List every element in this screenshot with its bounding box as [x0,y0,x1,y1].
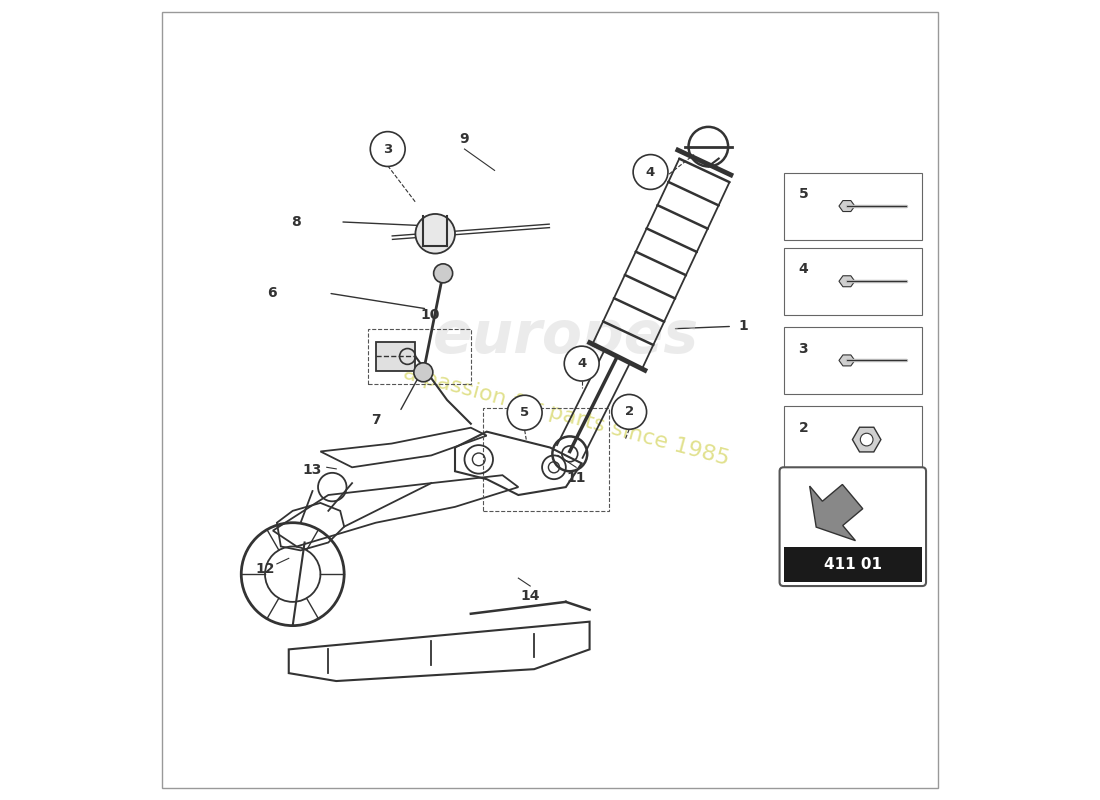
Text: 1: 1 [738,319,748,334]
FancyBboxPatch shape [780,467,926,586]
Polygon shape [839,276,855,286]
Circle shape [371,132,405,166]
Text: a passion for parts since 1985: a passion for parts since 1985 [400,362,732,469]
Circle shape [860,434,873,446]
Text: 411 01: 411 01 [824,557,882,572]
Circle shape [634,154,668,190]
Text: 8: 8 [290,215,300,229]
Text: 11: 11 [566,470,586,485]
Text: 4: 4 [799,262,808,276]
Text: 2: 2 [625,406,634,418]
Text: 3: 3 [383,142,393,155]
Circle shape [433,264,452,283]
FancyBboxPatch shape [783,406,922,474]
Circle shape [414,362,432,382]
FancyBboxPatch shape [783,248,922,315]
FancyBboxPatch shape [376,342,416,370]
Text: 12: 12 [255,562,275,576]
Circle shape [507,395,542,430]
Text: 9: 9 [460,132,470,146]
Text: 7: 7 [371,413,381,426]
Circle shape [564,346,600,381]
Polygon shape [839,355,855,366]
Polygon shape [839,201,855,211]
Text: 4: 4 [578,357,586,370]
Circle shape [612,394,647,430]
FancyBboxPatch shape [783,327,922,394]
Text: 2: 2 [799,421,808,434]
Text: 5: 5 [799,187,808,201]
FancyBboxPatch shape [783,173,922,240]
Text: europes: europes [432,308,698,365]
Text: 3: 3 [799,342,808,355]
Text: 10: 10 [420,308,439,322]
FancyBboxPatch shape [783,546,922,582]
Text: 14: 14 [520,589,540,602]
Text: 6: 6 [267,286,277,300]
Polygon shape [810,485,862,541]
Text: 13: 13 [302,462,322,477]
Text: 4: 4 [646,166,656,178]
Polygon shape [852,427,881,452]
Text: 5: 5 [520,406,529,419]
Circle shape [416,214,455,254]
